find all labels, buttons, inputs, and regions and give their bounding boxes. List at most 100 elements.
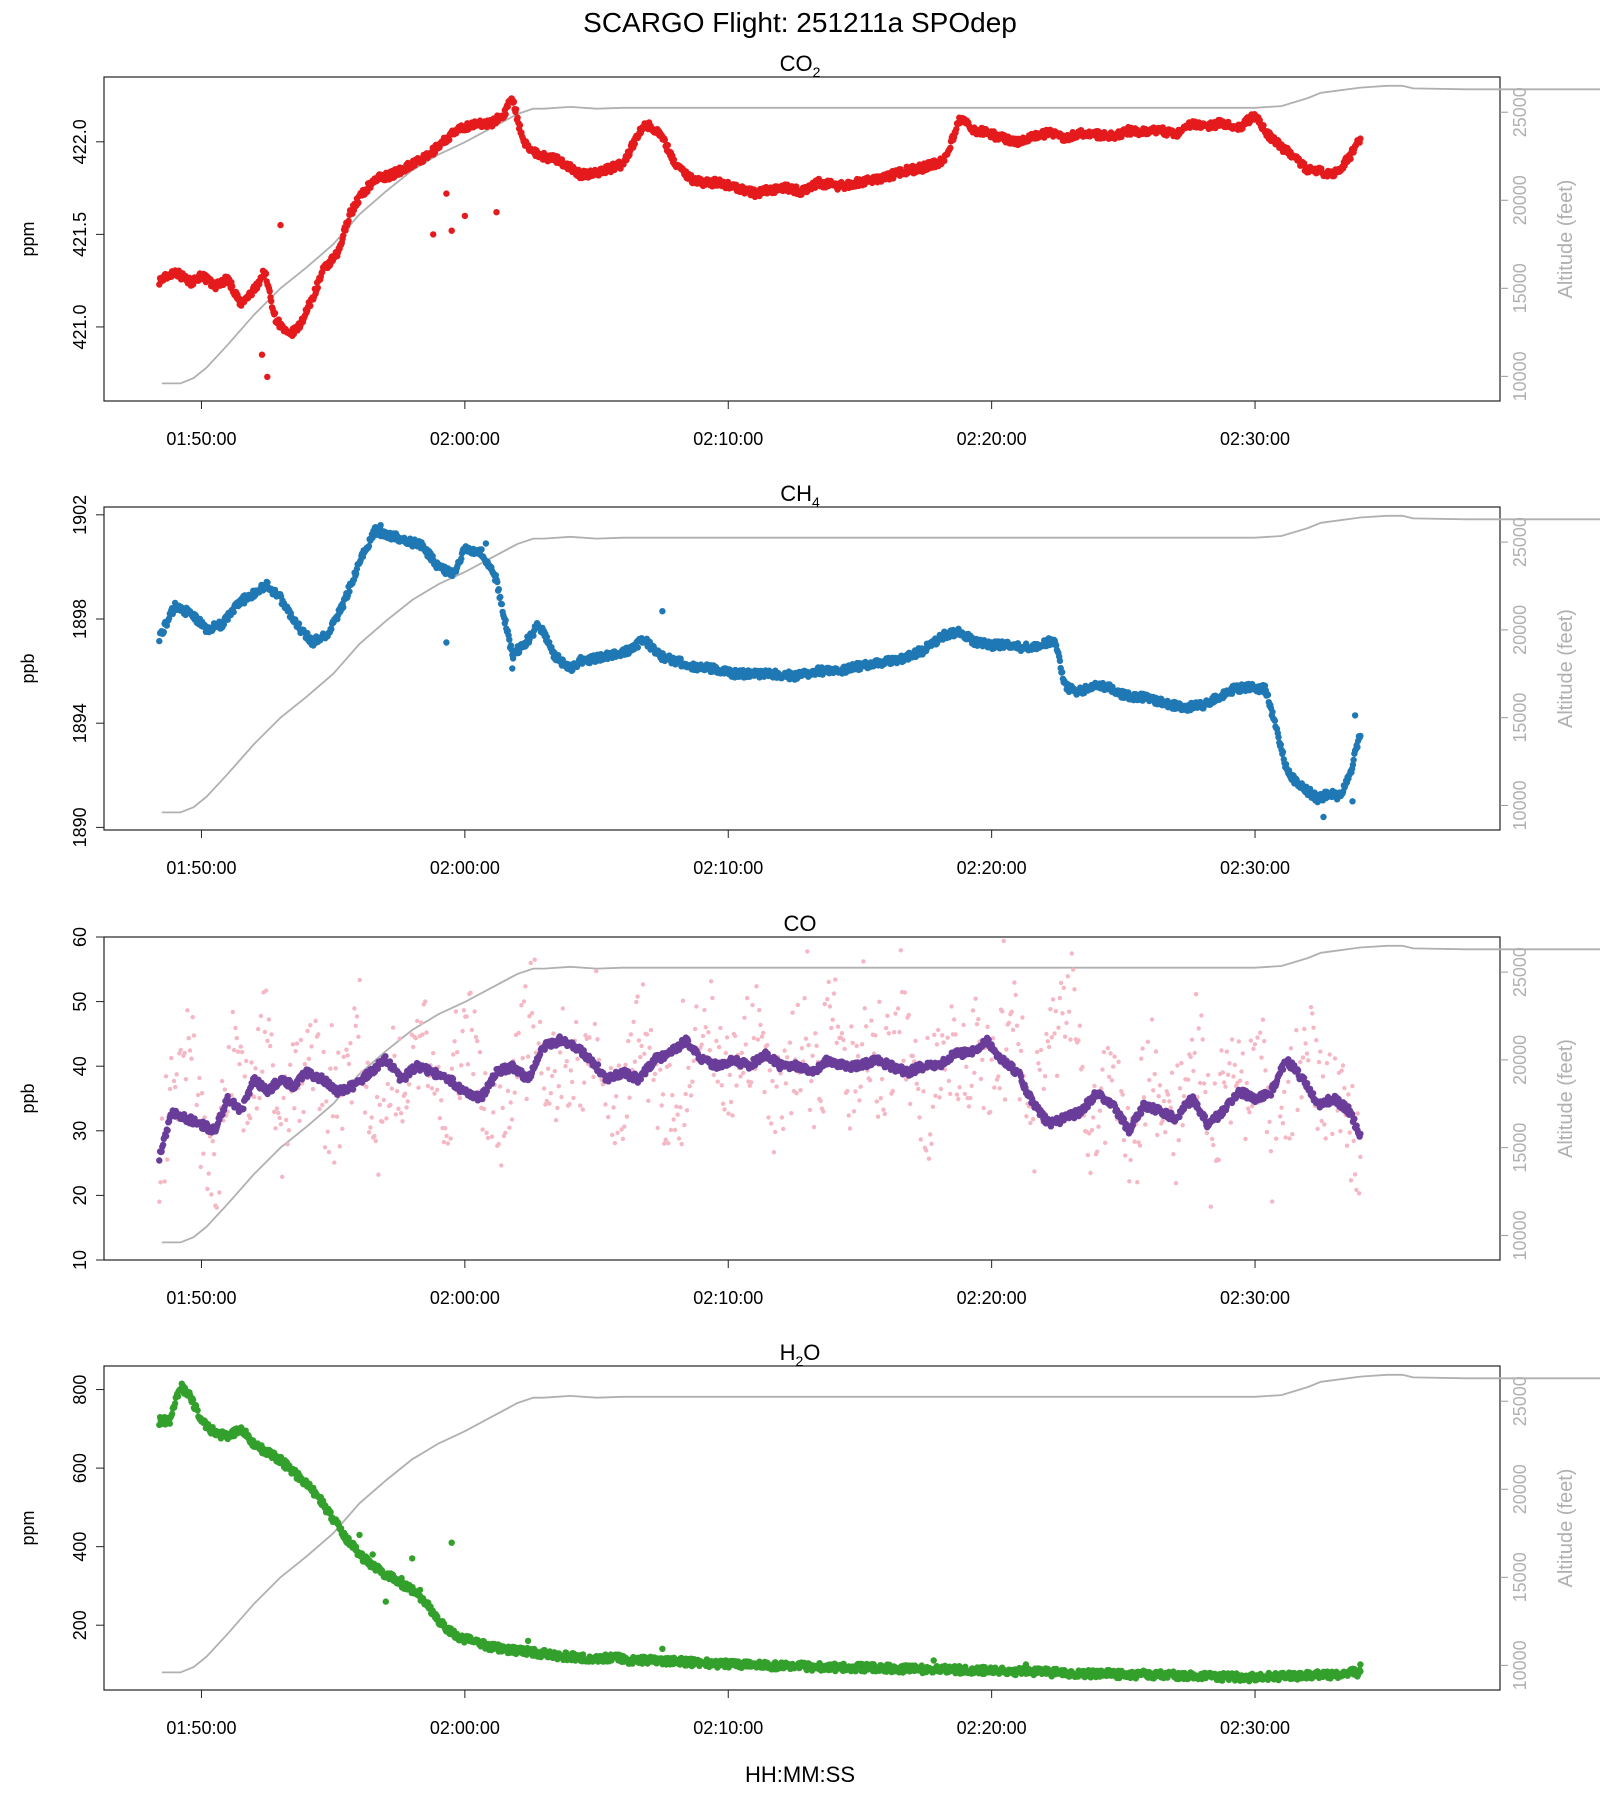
data-point: [794, 1091, 799, 1096]
data-point: [316, 1032, 321, 1037]
data-point: [262, 270, 270, 277]
data-point: [1045, 1039, 1051, 1044]
data-point: [1339, 1068, 1344, 1073]
data-point: [276, 1110, 281, 1116]
data-point: [878, 1096, 883, 1101]
data-point: [1089, 1128, 1095, 1133]
data-point: [322, 1145, 328, 1150]
altitude-tick-label: 20000: [1510, 605, 1530, 655]
data-point: [443, 639, 450, 646]
data-point: [699, 1042, 704, 1047]
data-point: [1342, 1085, 1347, 1091]
data-point: [793, 183, 800, 190]
data-point: [855, 1053, 861, 1059]
data-point: [1112, 1054, 1117, 1059]
data-point: [273, 1126, 278, 1131]
x-tick-label: 02:10:00: [693, 858, 763, 878]
data-point: [734, 1083, 739, 1088]
data-point: [478, 546, 485, 553]
data-point: [1057, 995, 1063, 1001]
data-point: [332, 1160, 337, 1165]
data-point: [1135, 1180, 1140, 1185]
data-point: [720, 1101, 726, 1106]
data-point: [611, 1105, 616, 1110]
y-tick-label: 1890: [70, 807, 90, 847]
data-point: [1036, 1061, 1041, 1066]
data-point: [222, 1087, 227, 1092]
data-point: [419, 1020, 424, 1025]
data-point: [707, 1048, 712, 1053]
data-point: [328, 626, 335, 633]
data-point: [591, 1074, 596, 1080]
data-point: [512, 106, 520, 113]
data-point: [895, 1006, 901, 1011]
data-point: [1002, 1097, 1008, 1102]
data-point: [520, 1055, 525, 1061]
x-tick-label: 02:30:00: [1220, 429, 1290, 449]
data-point: [928, 1132, 933, 1137]
data-point: [249, 1060, 254, 1065]
data-point: [687, 1084, 692, 1089]
data-point: [620, 1136, 626, 1142]
data-point: [1041, 1086, 1047, 1092]
data-point: [1111, 1064, 1116, 1069]
data-point: [1085, 1152, 1091, 1158]
data-point: [1356, 1191, 1362, 1196]
data-point: [1259, 1055, 1264, 1060]
data-point: [757, 1007, 762, 1013]
data-point: [277, 1115, 282, 1121]
data-point: [670, 156, 678, 163]
data-point: [295, 620, 303, 627]
data-point: [1279, 748, 1287, 756]
data-point: [608, 1065, 614, 1071]
data-point: [1197, 1080, 1203, 1086]
data-point: [616, 1063, 622, 1068]
data-point: [675, 1112, 680, 1117]
y-axis-label: ppm: [18, 221, 38, 256]
y-tick-label: 1894: [70, 703, 90, 743]
data-point: [966, 1104, 972, 1109]
data-point: [448, 1136, 453, 1141]
altitude-tick-label: 25000: [1510, 87, 1530, 137]
data-point: [329, 1022, 334, 1028]
data-point: [190, 1015, 195, 1020]
y-axis-label: ppb: [18, 653, 38, 683]
data-point: [662, 1141, 667, 1146]
data-point: [1037, 1067, 1043, 1073]
data-point: [762, 1089, 767, 1095]
data-point: [1244, 1080, 1250, 1086]
x-tick-label: 01:50:00: [166, 858, 236, 878]
data-point: [163, 1074, 169, 1079]
data-point: [183, 1077, 189, 1082]
data-point: [234, 1035, 239, 1041]
data-point: [1108, 1051, 1113, 1056]
data-point: [1020, 1015, 1025, 1020]
data-point: [956, 1096, 961, 1102]
data-point: [365, 1060, 370, 1066]
data-point: [926, 1156, 932, 1161]
data-point: [606, 1114, 611, 1120]
data-point: [1171, 1152, 1176, 1157]
data-point: [1196, 1026, 1201, 1031]
data-point: [1149, 1017, 1155, 1022]
data-point: [246, 1090, 253, 1097]
data-point: [301, 1109, 306, 1115]
data-point: [980, 1057, 985, 1063]
altitude-tick-label: 10000: [1510, 780, 1530, 830]
data-point: [240, 1105, 247, 1113]
data-point: [759, 1034, 765, 1039]
data-point: [783, 1081, 789, 1086]
data-point: [238, 1044, 243, 1049]
data-point: [194, 1102, 199, 1108]
data-point: [309, 1044, 314, 1049]
data-point: [500, 1105, 505, 1111]
data-point: [805, 949, 810, 954]
data-point: [826, 979, 831, 985]
data-point: [930, 1104, 936, 1110]
plot-frame: [103, 936, 1501, 1261]
data-point: [891, 1030, 897, 1035]
data-point: [732, 1033, 738, 1039]
data-point: [811, 1124, 817, 1130]
data-point: [1056, 1025, 1061, 1030]
